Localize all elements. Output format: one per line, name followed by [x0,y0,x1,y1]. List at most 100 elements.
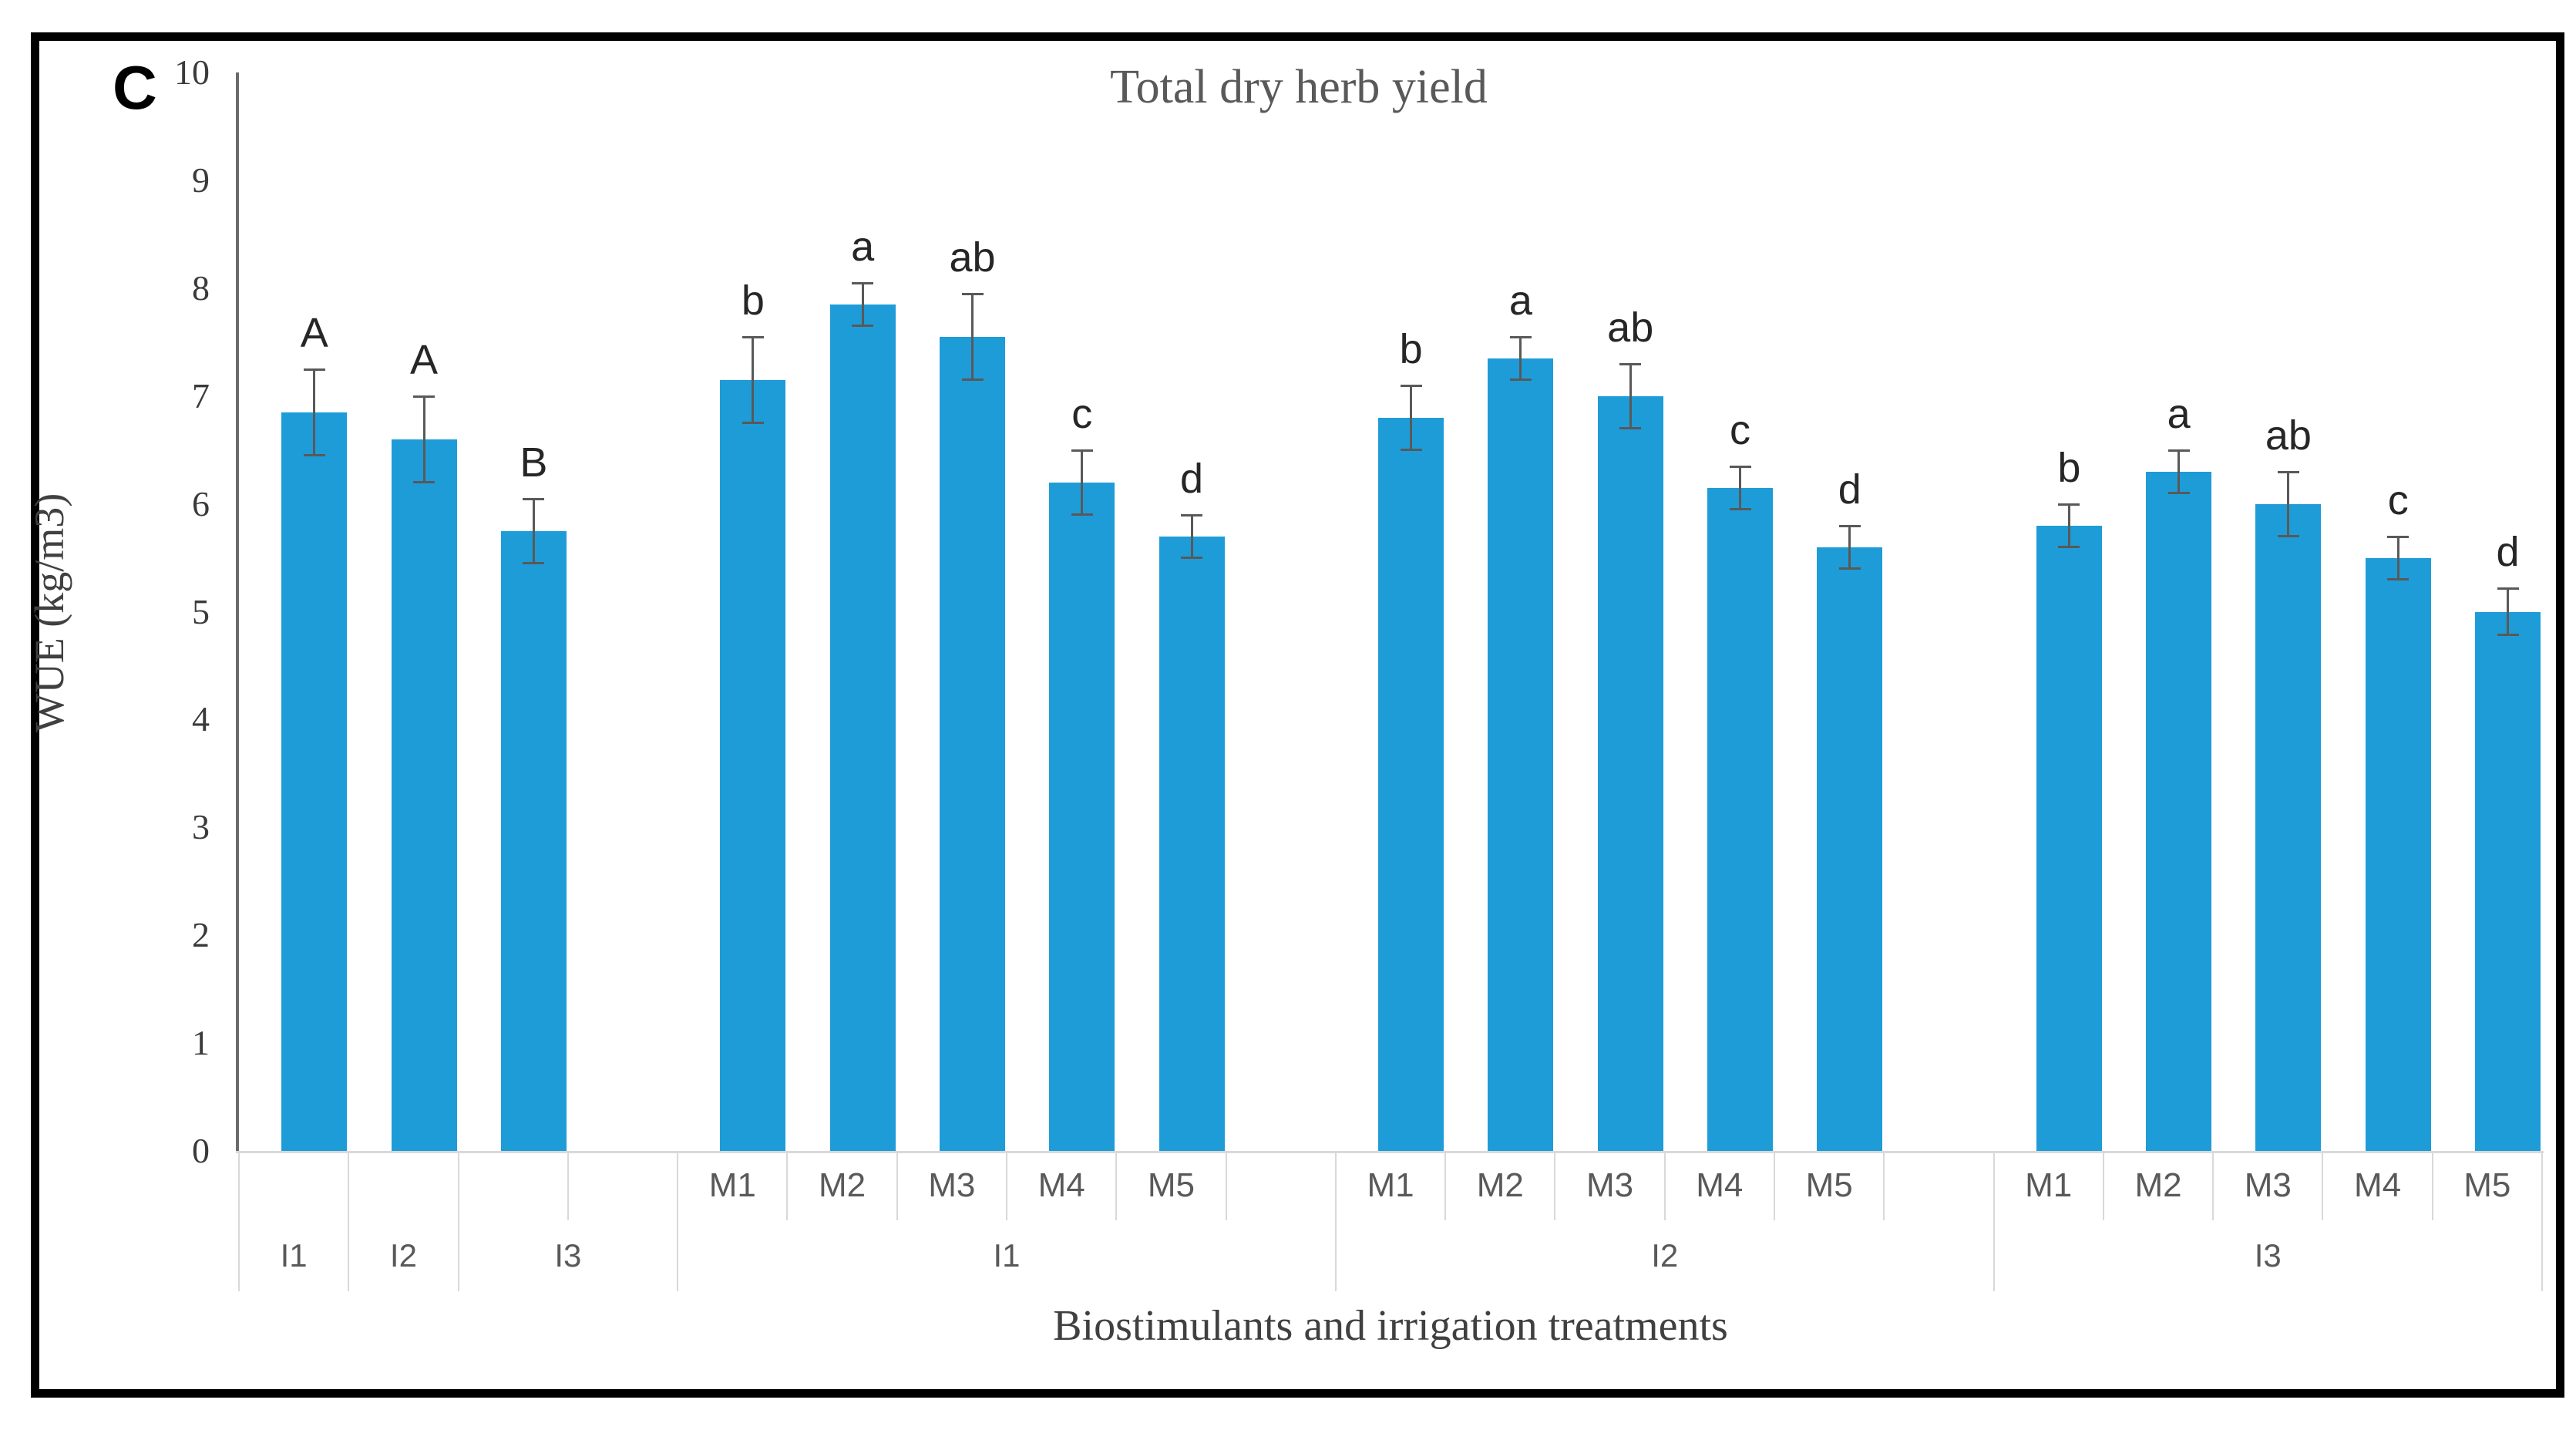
m-tick-label: M5 [2463,1166,2511,1204]
m-tick-label: M4 [2354,1166,2402,1204]
significance-letter: a [2167,390,2191,437]
group-separator [2541,1153,2543,1291]
error-bar-cap-bottom [1729,507,1751,510]
significance-letter: c [2387,476,2409,523]
group-tick-label: I2 [389,1237,417,1274]
group-separator [677,1153,679,1291]
bar [720,379,786,1151]
m-tick-label: M3 [1586,1166,1634,1204]
error-bar-cap-top [1838,524,1861,527]
y-tick-label: 10 [174,52,210,92]
group-separator [457,1153,459,1291]
error-bar-line [2177,449,2181,493]
error-bar-line [1629,363,1632,429]
significance-letter: d [1838,466,1861,513]
error-bar-line [2396,536,2399,580]
panel-label: C [113,53,157,122]
significance-letter: b [2057,444,2081,491]
y-tick-label: 3 [192,807,210,847]
bar [1049,482,1115,1151]
bar [1597,395,1663,1151]
error-bar-line [313,368,316,456]
bar [940,336,1005,1151]
error-bar-cap-bottom [1838,567,1861,570]
error-bar-cap-bottom [2058,545,2080,548]
error-bar-cap-bottom [852,324,874,327]
bar [500,530,567,1151]
group-tick-label: I3 [554,1237,582,1274]
significance-letter: c [1730,406,1750,453]
error-bar-cap-bottom [2387,577,2410,580]
error-bar-cap-bottom [2277,534,2299,537]
significance-letter: B [520,439,548,486]
error-bar-cap-top [1619,362,1642,365]
significance-letter: ab [1607,304,1654,351]
y-axis-line [236,72,239,1153]
group-separator [1334,1153,1337,1291]
significance-letter: d [2496,528,2520,575]
error-bar-cap-top [2387,535,2410,538]
m-tick-label: M1 [1367,1166,1414,1204]
error-bar-line [2067,503,2070,547]
slot-separator [1663,1153,1666,1220]
m-tick-label: M3 [928,1166,976,1204]
significance-letter: a [851,223,875,270]
error-bar-cap-bottom [523,561,545,564]
error-bar-cap-top [2167,449,2190,452]
error-bar-line [1519,336,1522,380]
error-bar-line [1081,449,1084,515]
error-bar-cap-top [1181,513,1203,516]
bar [1159,536,1225,1151]
slot-separator [1554,1153,1556,1220]
slot-separator [2102,1153,2104,1220]
error-bar-cap-top [961,292,984,295]
error-bar-cap-top [742,335,764,338]
slot-separator [2431,1153,2433,1220]
significance-letter: b [1399,325,1423,372]
error-bar-cap-bottom [2497,634,2519,637]
m-tick-label: M2 [819,1166,866,1204]
bar [1707,487,1773,1151]
y-tick-label: 0 [192,1131,210,1170]
error-bar-cap-top [852,281,874,284]
slot-separator [1883,1153,1885,1220]
error-bar-cap-top [523,497,545,500]
error-bar-cap-bottom [1071,513,1093,516]
group-tick-label: I1 [993,1237,1021,1274]
m-tick-label: M2 [1476,1166,1524,1204]
slot-separator [1444,1153,1447,1220]
error-bar-line [752,336,755,423]
x-axis-title: Biostimulants and irrigation treatments [1053,1302,1728,1350]
error-bar-cap-bottom [413,480,435,483]
slot-separator [1225,1153,1227,1220]
group-tick-label: I3 [2254,1237,2282,1274]
y-tick-label: 6 [192,483,210,523]
m-tick-label: M4 [1696,1166,1744,1204]
y-tick-label: 7 [192,375,210,416]
error-bar-line [971,293,974,380]
m-tick-label: M2 [2134,1166,2182,1204]
slot-separator [2212,1153,2214,1220]
significance-letter: A [300,309,328,356]
bar [2365,557,2431,1151]
bar [829,304,896,1151]
error-bar-cap-bottom [2167,491,2190,494]
bar [1817,547,1883,1151]
bar [2255,503,2322,1151]
significance-letter: ab [949,234,996,281]
significance-letter: ab [2265,412,2312,459]
error-bar-line [422,395,425,483]
group-tick-label: I2 [1651,1237,1679,1274]
error-bar-line [1739,466,1741,510]
error-bar-cap-bottom [742,421,764,424]
significance-letter: A [410,336,439,383]
error-bar-cap-top [2497,587,2519,590]
bar [1378,417,1444,1151]
error-bar-line [1410,385,1413,450]
error-bar-line [1190,514,1193,558]
m-tick-label: M1 [708,1166,756,1204]
error-bar-cap-top [1400,384,1422,387]
error-bar-line [861,282,864,326]
significance-letter: c [1071,390,1093,437]
